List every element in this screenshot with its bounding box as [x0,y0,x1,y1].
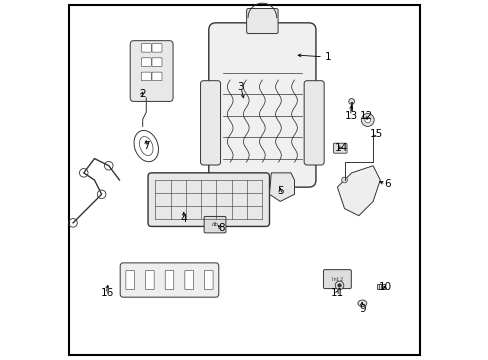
FancyBboxPatch shape [130,41,173,102]
FancyBboxPatch shape [141,44,151,52]
Text: 6: 6 [383,179,390,189]
Text: Int 2: Int 2 [331,277,342,282]
Circle shape [348,99,354,104]
Ellipse shape [357,300,366,306]
FancyBboxPatch shape [152,72,162,81]
FancyBboxPatch shape [120,263,218,297]
FancyBboxPatch shape [145,270,154,290]
FancyBboxPatch shape [152,58,162,66]
FancyBboxPatch shape [141,72,151,81]
FancyBboxPatch shape [184,270,193,290]
Text: 13: 13 [345,111,358,121]
FancyBboxPatch shape [246,9,278,33]
Text: 10: 10 [378,282,391,292]
Text: 3: 3 [237,82,244,92]
Text: 1: 1 [325,52,331,62]
Circle shape [337,284,341,287]
Polygon shape [337,166,380,216]
Text: 7: 7 [142,141,149,151]
FancyBboxPatch shape [204,270,213,290]
FancyBboxPatch shape [200,81,220,165]
Polygon shape [269,173,294,202]
Circle shape [364,117,370,123]
Text: 4: 4 [180,214,187,224]
Text: 5: 5 [276,186,283,196]
FancyBboxPatch shape [333,143,346,153]
FancyBboxPatch shape [304,81,324,165]
FancyBboxPatch shape [323,270,350,289]
Text: 8: 8 [218,223,224,233]
Text: 11: 11 [330,288,343,297]
Text: 15: 15 [369,129,383,139]
FancyBboxPatch shape [152,44,162,52]
Text: 12: 12 [359,111,372,121]
Circle shape [335,281,343,290]
FancyBboxPatch shape [165,270,173,290]
Text: 2: 2 [139,89,146,99]
FancyBboxPatch shape [148,173,269,226]
Bar [376,284,384,289]
FancyBboxPatch shape [208,23,315,187]
Circle shape [361,113,373,126]
Text: db: db [211,222,218,227]
Text: 14: 14 [334,143,347,153]
FancyBboxPatch shape [141,58,151,66]
Text: 9: 9 [358,303,365,314]
Circle shape [341,177,346,183]
Text: 16: 16 [100,288,113,297]
FancyBboxPatch shape [125,270,134,290]
FancyBboxPatch shape [203,216,225,233]
